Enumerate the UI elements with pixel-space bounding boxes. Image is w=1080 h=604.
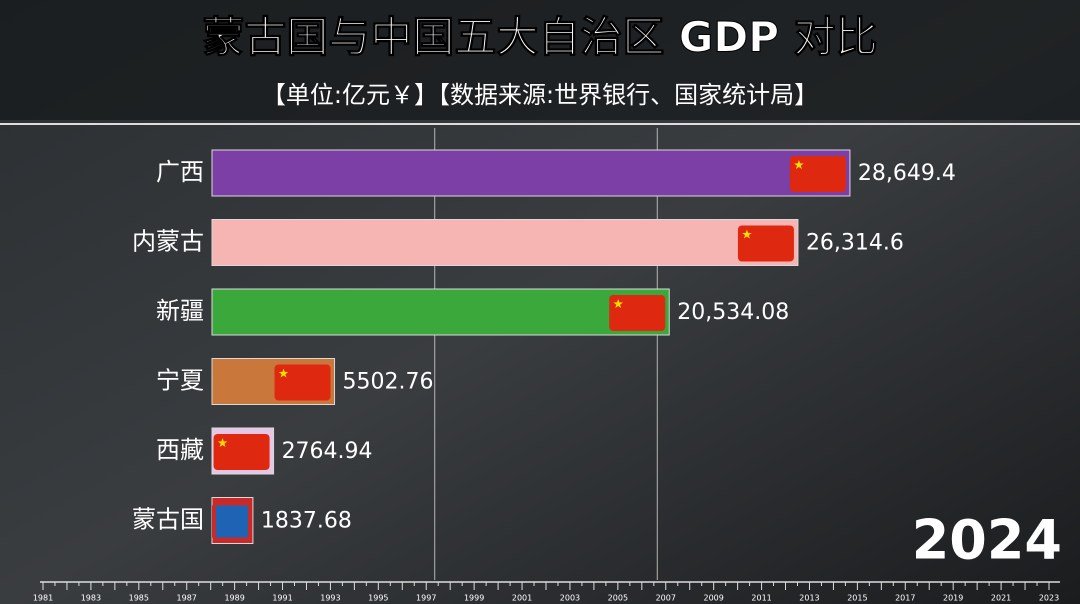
timeline-label: 2003 [560,594,580,603]
bar [211,219,799,266]
year-label: 2024 [912,509,1062,572]
timeline-label: 1993 [320,594,340,603]
bar [211,288,670,336]
timeline-label: 1991 [272,594,292,603]
flag-icon [212,501,252,542]
timeline-label: 2007 [656,594,676,603]
flag [212,501,252,542]
bar [211,149,851,197]
timeline-label: 2009 [703,594,723,603]
flag-icon [737,225,794,262]
timeline-label: 2017 [895,594,915,603]
flag-icon [609,295,666,331]
timeline-label: 1985 [129,594,149,603]
flag [213,434,270,470]
y-tick-label: 广西 [156,158,204,186]
value-label: 2764.94 [282,439,373,464]
timeline-label: 2005 [608,594,628,603]
flag [737,225,794,262]
value-label: 26,314.6 [806,231,904,256]
timeline-label: 1995 [368,594,388,603]
flag [789,156,846,192]
timeline-label: 2011 [751,594,771,603]
flag-star [613,299,623,308]
value-label: 28,649.4 [858,161,956,186]
timeline-label: 1987 [177,594,197,603]
flag-star [217,438,228,447]
timeline-label: 1999 [464,594,484,603]
y-tick-label: 蒙古国 [132,506,204,534]
timeline-label: 1983 [81,594,101,603]
value-label: 1837.68 [261,509,352,534]
flag-star [794,160,804,169]
value-label: 20,534.08 [677,300,789,325]
timeline-label: 2021 [991,594,1011,603]
flag-star [278,368,289,378]
header-band [0,0,1080,120]
chart-title: 蒙古国与中国五大自治区 GDP 对比 [202,13,877,62]
timeline-label: 1981 [33,594,53,603]
timeline-label: 1989 [224,594,244,603]
chart-subtitle: 【单位:亿元￥】【数据来源:世界银行、国家统计局】 [262,81,818,109]
timeline-label: 2023 [1039,594,1059,603]
timeline-label: 1997 [416,594,436,603]
timeline-label: 2001 [512,594,532,603]
flag [609,295,666,331]
y-tick-label: 西藏 [156,436,204,464]
flag-icon [274,364,331,401]
flag-icon [789,156,846,192]
y-tick-label: 宁夏 [156,367,204,395]
flag-star [742,229,752,239]
flag-icon [213,434,270,470]
flag [274,364,331,401]
y-tick-label: 内蒙古 [132,228,204,256]
y-tick-label: 新疆 [156,297,204,325]
timeline-label: 2013 [799,594,819,603]
timeline-label: 2019 [943,594,963,603]
timeline-label: 2015 [847,594,867,603]
value-label: 5502.76 [343,370,434,395]
